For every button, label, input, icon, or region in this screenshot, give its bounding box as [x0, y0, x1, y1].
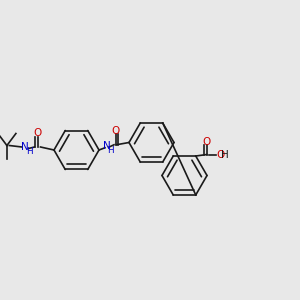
Text: O: O [216, 149, 224, 160]
Text: N: N [21, 142, 29, 152]
Text: H: H [221, 149, 229, 160]
Text: O: O [203, 137, 211, 147]
Text: H: H [26, 147, 32, 156]
Text: N: N [103, 141, 110, 151]
Text: O: O [33, 128, 42, 139]
Text: H: H [107, 146, 114, 155]
Text: O: O [111, 126, 120, 136]
